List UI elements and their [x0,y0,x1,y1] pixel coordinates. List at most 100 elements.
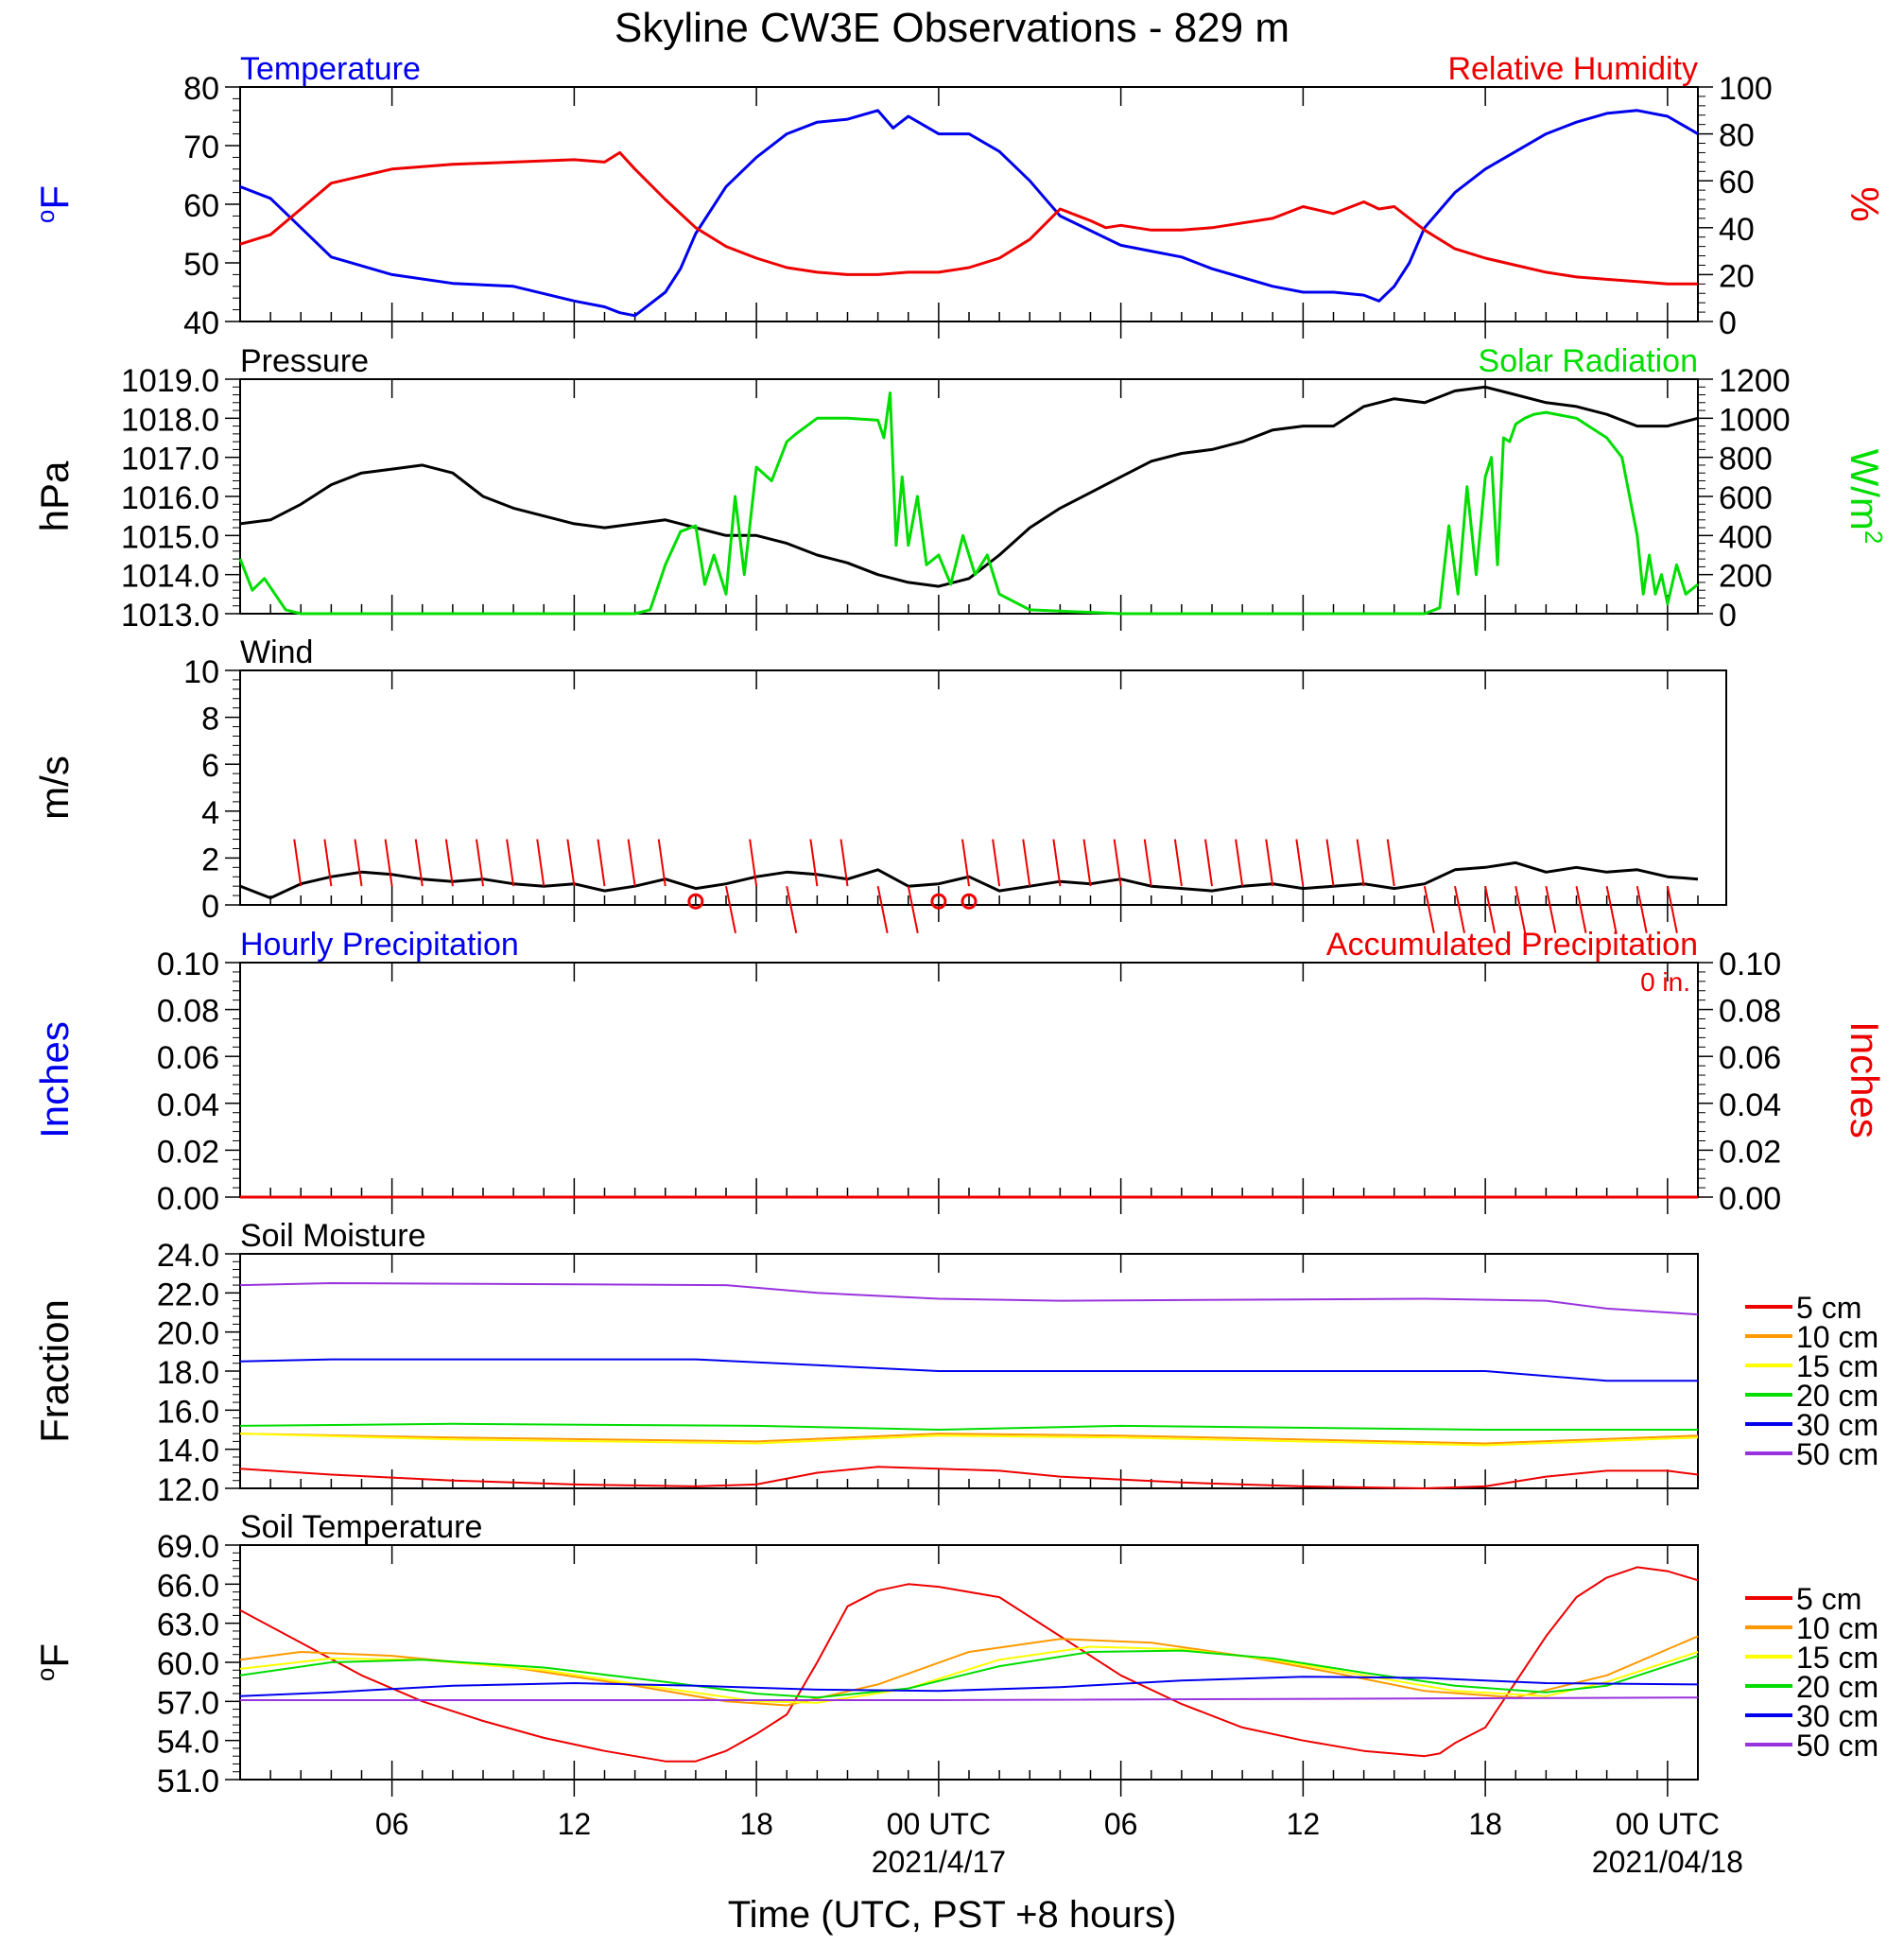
legend-entry: 10 cm [1796,1611,1878,1645]
y-left-axis-label: oF [31,185,77,223]
y-left-tick-label: 54.0 [157,1725,219,1761]
y-right-tick-label: 20 [1719,258,1755,294]
series-line-30-cm [239,1358,1698,1382]
y-left-tick-label: 14.0 [157,1433,219,1469]
wind-barb [323,839,333,887]
wind-barb [1204,839,1213,887]
series-line-50-cm [240,1696,1699,1701]
y-left-tick-label: 16.0 [157,1394,219,1430]
y-left-tick-label: 0.08 [157,994,219,1030]
wind-barb [1082,839,1092,887]
wind-barb [876,885,889,933]
wind-barb [1173,839,1183,887]
y-left-tick-label: 1013.0 [121,598,219,634]
y-right-tick-label: 40 [1719,212,1755,248]
panel-3: 0 2 4 6 8 10 Wind m/s [32,634,1727,933]
y-left-axis-label: m/s [32,756,77,820]
y-right-axis-label: W/m2 [1843,449,1888,545]
legend-entry: 5 cm [1796,1291,1861,1325]
wind-barb [992,839,1001,887]
x-tick-label: 00 UTC [1616,1807,1720,1841]
panel-1: 40 50 60 70 80 0 20 40 60 80 100 Temperature Relativ… [31,51,1887,341]
legend-entry: 20 cm [1796,1379,1878,1413]
wind-barb [1515,885,1527,933]
y-left-axis-label: hPa [32,460,77,531]
wind-barb [1325,839,1335,887]
legend-entry: 30 cm [1796,1699,1878,1733]
y-left-tick-label: 0.06 [157,1040,219,1076]
wind-barb [293,839,303,887]
y-left-tick-label: 1014.0 [121,559,219,595]
wind-barb [1666,885,1678,933]
wind-barb [1454,885,1465,933]
series-line-30-cm [239,1676,1699,1697]
y-right-tick-label: 0.04 [1719,1087,1781,1123]
legend-entry: 10 cm [1796,1320,1878,1354]
wind-barb [444,839,454,887]
panel-5: 12.014.016.018.020.0 22.024.0 Soil Moistur… [32,1218,1878,1508]
panel-title-left: Wind [240,634,313,670]
y-left-tick-label: 0.10 [157,947,219,982]
wind-barb [566,839,576,887]
y-left-tick-label: 0.02 [157,1134,219,1170]
series-line-5-cm [239,1566,1699,1763]
x-date-label: 2021/04/18 [1592,1845,1743,1879]
series-line-solar-radiation [238,391,1699,616]
x-date-label: 2021/4/17 [872,1845,1006,1879]
y-right-tick-label: 800 [1719,442,1773,478]
x-tick-label: 00 UTC [887,1807,991,1841]
y-right-tick-label: 0 [1719,598,1737,634]
y-left-tick-label: 1016.0 [121,480,219,516]
x-tick-label: 06 [375,1807,409,1841]
plot-frame [239,962,1699,1198]
y-left-tick-label: 60.0 [157,1646,219,1682]
wind-barb [1356,839,1365,887]
y-left-tick-label: 12.0 [157,1472,219,1508]
series-line-relative-humidity [239,150,1698,286]
y-right-tick-label: 1200 [1719,363,1791,399]
wind-barb [506,839,515,887]
series-line-15-cm [239,1433,1699,1447]
wind-barb [1386,839,1395,887]
y-right-tick-label: 0.08 [1719,994,1781,1030]
y-left-tick-label: 1018.0 [121,402,219,438]
y-right-tick-label: 200 [1719,559,1773,595]
wind-barb [597,839,606,887]
plot-frame [239,669,1727,906]
wind-barb [725,885,736,933]
series-line-10-cm [239,1635,1699,1707]
chart-title: Skyline CW3E Observations - 829 m [614,5,1290,51]
y-left-tick-label: 57.0 [157,1685,219,1721]
panel-title-left: Pressure [240,343,369,379]
series-line-5-cm [239,1466,1699,1489]
plot-frame [239,86,1699,322]
series-line-15-cm [239,1645,1699,1704]
y-right-axis-label: % [1843,186,1887,221]
y-right-tick-label: 100 [1719,71,1773,107]
series-line-20-cm [239,1649,1699,1699]
legend-entry: 20 cm [1796,1670,1878,1704]
y-left-tick-label: 18.0 [157,1355,219,1391]
panel-title-left: Hourly Precipitation [240,927,519,963]
y-left-tick-label: 50 [183,247,219,283]
y-left-tick-label: 22.0 [157,1277,219,1312]
y-left-axis-label: oF [31,1643,77,1681]
series-line-temperature [239,109,1699,318]
y-left-tick-label: 8 [201,702,219,738]
y-left-tick-label: 66.0 [157,1568,219,1604]
wind-barb [1143,839,1152,887]
series-line-50-cm [239,1282,1699,1316]
y-left-tick-label: 1019.0 [121,363,219,399]
wind-barb [657,839,666,887]
wind-barb [1235,839,1244,887]
panel-title-left: Soil Moisture [240,1218,426,1254]
panel-title-left: Temperature [240,51,421,87]
wind-barb [1113,839,1122,887]
wind-barb [536,839,545,887]
panel-title-left: Soil Temperature [240,1509,482,1545]
wind-barb [476,839,484,887]
y-left-tick-label: 10 [183,654,219,690]
